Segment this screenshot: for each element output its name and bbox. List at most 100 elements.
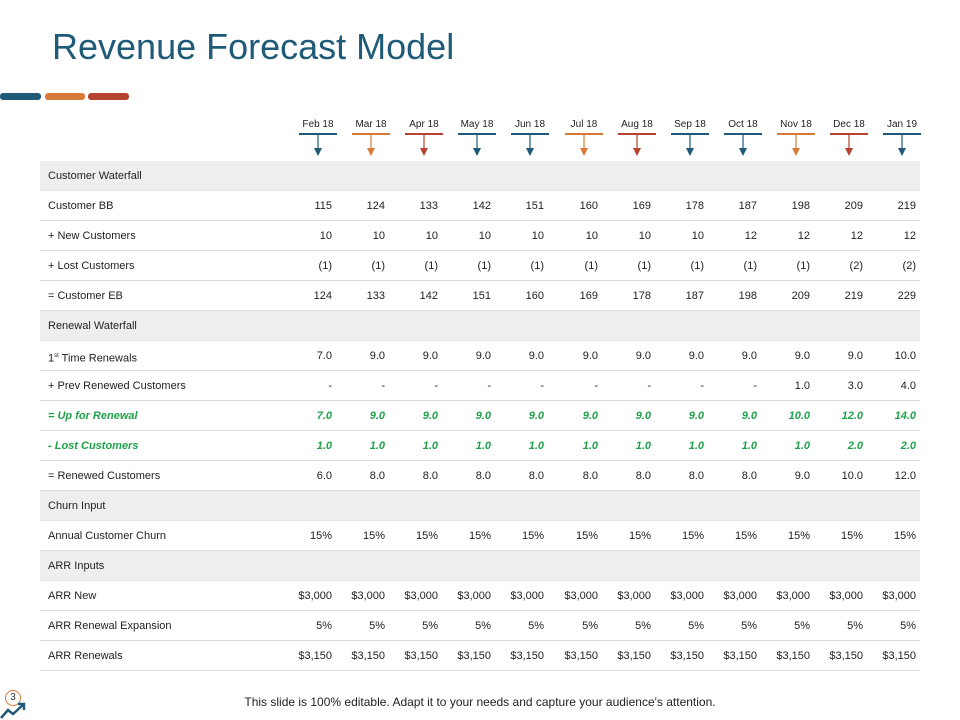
table-cell: 12	[797, 230, 810, 242]
row-label-suffix: Time Renewals	[58, 352, 138, 365]
month-header: Oct 18	[718, 119, 768, 156]
table-cell: 187	[685, 290, 704, 302]
table-cell: $3,000	[776, 590, 810, 602]
table-cell: -	[381, 380, 385, 392]
table-cell: 1.0	[635, 440, 651, 452]
row-label: Annual Customer Churn	[48, 530, 167, 542]
table-cell: 10	[319, 230, 332, 242]
table-cell: -	[753, 380, 757, 392]
accent-bar-orange	[45, 93, 85, 100]
row-label: Customer BB	[48, 200, 114, 212]
table-cell: $3,150	[404, 650, 438, 662]
table-cell: $3,000	[298, 590, 332, 602]
table-cell: (1)	[318, 260, 332, 272]
table-cell: 9.0	[422, 410, 438, 422]
row-label: + Prev Renewed Customers	[48, 380, 186, 392]
table-cell: $3,150	[510, 650, 544, 662]
table-cell: 8.0	[475, 470, 491, 482]
row-label: ARR New	[48, 590, 97, 602]
table-cell: 5%	[847, 620, 863, 632]
month-label: Jun 18	[514, 119, 546, 130]
table-cell: 15%	[893, 530, 916, 542]
trend-arrow-icon	[0, 702, 26, 719]
accent-bar-red	[88, 93, 129, 100]
month-header: May 18	[452, 119, 502, 156]
table-cell: 10	[638, 230, 651, 242]
table-cell: 4.0	[900, 380, 916, 392]
table-cell: 15%	[521, 530, 544, 542]
table-cell: 10	[531, 230, 544, 242]
table-cell: 1.0	[794, 440, 810, 452]
table-cell: 15%	[468, 530, 491, 542]
down-arrow-icon	[777, 133, 815, 156]
table-cell: $3,150	[351, 650, 385, 662]
table-row: Customer BB 115 124 133 142 151 160 169 178 187 19…	[40, 191, 920, 221]
table-cell: 160	[579, 200, 598, 212]
table-cell: -	[700, 380, 704, 392]
down-arrow-icon	[565, 133, 603, 156]
month-header: Nov 18	[771, 119, 821, 156]
table-cell: 10	[691, 230, 704, 242]
month-label: May 18	[460, 119, 494, 130]
table-cell: 151	[472, 290, 491, 302]
down-arrow-icon	[352, 133, 390, 156]
table-cell: 1.0	[422, 440, 438, 452]
table-cell: 198	[791, 200, 810, 212]
section-header-row: ARR Inputs	[40, 551, 920, 581]
table-cell: 133	[419, 200, 438, 212]
table-cell: $3,150	[457, 650, 491, 662]
table-cell: 133	[366, 290, 385, 302]
table-cell: $3,000	[882, 590, 916, 602]
table-cell: 12.0	[841, 410, 863, 422]
table-cell: -	[434, 380, 438, 392]
forecast-table: Customer Waterfall Customer BB 115 124 133 14…	[40, 161, 920, 671]
table-cell: $3,150	[723, 650, 757, 662]
table-cell: 9.0	[528, 350, 544, 362]
section-label: ARR Inputs	[48, 560, 105, 572]
table-cell: 8.0	[741, 470, 757, 482]
month-header: Dec 18	[824, 119, 874, 156]
month-header: Jan 19	[877, 119, 927, 156]
table-cell: 8.0	[369, 470, 385, 482]
table-cell: 209	[844, 200, 863, 212]
table-cell: 9.0	[528, 410, 544, 422]
table-cell: 9.0	[582, 410, 598, 422]
table-cell: (1)	[637, 260, 651, 272]
table-cell: $3,000	[404, 590, 438, 602]
table-cell: 142	[472, 200, 491, 212]
table-cell: 5%	[741, 620, 757, 632]
table-cell: 7.0	[316, 410, 332, 422]
table-cell: 2.0	[900, 440, 916, 452]
table-cell: -	[540, 380, 544, 392]
table-cell: $3,000	[617, 590, 651, 602]
table-cell: 12	[744, 230, 757, 242]
section-label: Customer Waterfall	[48, 170, 142, 182]
table-cell: 1.0	[475, 440, 491, 452]
table-row: - Lost Customers 1.0 1.0 1.0 1.0 1.0 1.0 1.0 1.0…	[40, 431, 920, 461]
table-cell: 12	[903, 230, 916, 242]
table-cell: (1)	[477, 260, 491, 272]
table-cell: 9.0	[635, 350, 651, 362]
table-cell: $3,150	[829, 650, 863, 662]
table-row: ARR Renewals $3,150 $3,150 $3,150 $3,150 $3,1…	[40, 641, 920, 671]
table-cell: $3,000	[829, 590, 863, 602]
table-cell: 1.0	[528, 440, 544, 452]
table-cell: 219	[897, 200, 916, 212]
table-cell: $3,000	[351, 590, 385, 602]
table-cell: 2.0	[847, 440, 863, 452]
table-cell: 9.0	[369, 410, 385, 422]
row-label-prefix: 1	[48, 352, 55, 365]
row-label-superscript: st	[54, 353, 59, 359]
table-cell: $3,000	[670, 590, 704, 602]
table-cell: 1.0	[794, 380, 810, 392]
table-cell: 15%	[628, 530, 651, 542]
month-header: Feb 18	[293, 119, 343, 156]
table-cell: 8.0	[582, 470, 598, 482]
month-header: Aug 18	[612, 119, 662, 156]
table-cell: (1)	[690, 260, 704, 272]
row-label: - Lost Customers	[48, 440, 139, 452]
table-cell: 1.0	[741, 440, 757, 452]
table-cell: 15%	[309, 530, 332, 542]
table-row: Annual Customer Churn 15% 15% 15% 15% 15% 15% 1…	[40, 521, 920, 551]
table-cell: 10.0	[894, 350, 916, 362]
